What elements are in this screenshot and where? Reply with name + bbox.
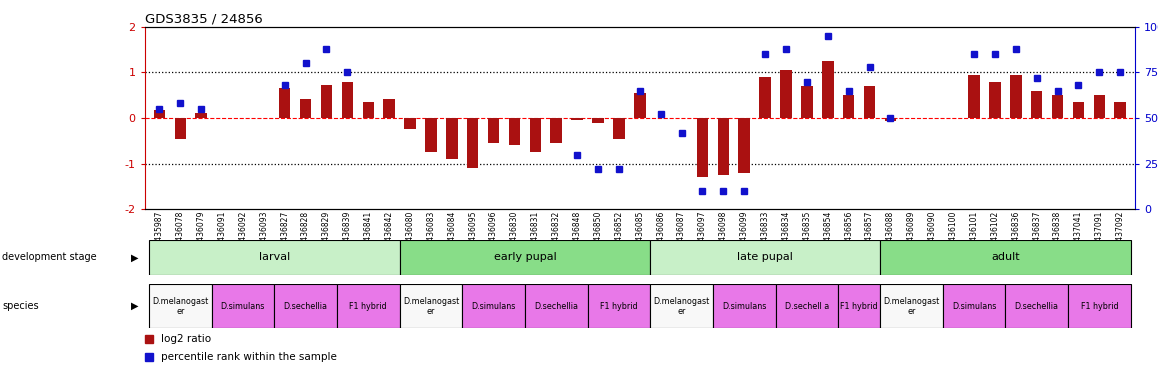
Text: D.melanogast
er: D.melanogast er: [884, 296, 939, 316]
Bar: [400, 240, 651, 275]
Bar: [651, 284, 713, 328]
Text: adult: adult: [991, 252, 1020, 262]
Bar: [614, 118, 624, 139]
Bar: [760, 77, 771, 118]
Text: percentile rank within the sample: percentile rank within the sample: [161, 352, 337, 362]
Bar: [525, 284, 587, 328]
Bar: [149, 284, 212, 328]
Text: D.sechellia: D.sechellia: [534, 302, 578, 311]
Text: late pupal: late pupal: [738, 252, 793, 262]
Bar: [508, 118, 520, 146]
Text: D.simulans: D.simulans: [471, 302, 515, 311]
Bar: [337, 284, 400, 328]
Bar: [404, 118, 416, 129]
Bar: [739, 118, 750, 173]
Bar: [880, 240, 1130, 275]
Bar: [321, 85, 332, 118]
Bar: [488, 118, 499, 143]
Text: D.simulans: D.simulans: [952, 302, 996, 311]
Bar: [968, 75, 980, 118]
Text: ▶: ▶: [132, 252, 139, 262]
Bar: [1051, 95, 1063, 118]
Bar: [362, 102, 374, 118]
Bar: [274, 284, 337, 328]
Text: log2 ratio: log2 ratio: [161, 334, 211, 344]
Text: D.sechellia: D.sechellia: [1014, 302, 1058, 311]
Bar: [801, 86, 813, 118]
Bar: [154, 110, 166, 118]
Bar: [1005, 284, 1068, 328]
Bar: [880, 284, 943, 328]
Bar: [149, 240, 400, 275]
Text: ▶: ▶: [132, 301, 139, 311]
Bar: [635, 93, 645, 118]
Bar: [1068, 284, 1130, 328]
Bar: [713, 284, 776, 328]
Bar: [196, 113, 207, 118]
Text: development stage: development stage: [2, 252, 97, 262]
Bar: [718, 118, 730, 175]
Bar: [592, 118, 603, 122]
Bar: [300, 99, 312, 118]
Text: D.sechellia: D.sechellia: [284, 302, 328, 311]
Bar: [864, 86, 875, 118]
Text: D.sechell a: D.sechell a: [785, 302, 829, 311]
Bar: [425, 118, 437, 152]
Bar: [383, 99, 395, 118]
Bar: [279, 88, 291, 118]
Bar: [989, 82, 1001, 118]
Bar: [1010, 75, 1021, 118]
Text: larval: larval: [258, 252, 290, 262]
Text: D.melanogast
er: D.melanogast er: [152, 296, 208, 316]
Text: F1 hybrid: F1 hybrid: [1080, 302, 1119, 311]
Text: D.melanogast
er: D.melanogast er: [403, 296, 459, 316]
Bar: [943, 284, 1005, 328]
Bar: [1114, 102, 1126, 118]
Text: F1 hybrid: F1 hybrid: [350, 302, 387, 311]
Text: GDS3835 / 24856: GDS3835 / 24856: [145, 13, 263, 26]
Bar: [342, 82, 353, 118]
Text: D.melanogast
er: D.melanogast er: [653, 296, 710, 316]
Bar: [550, 118, 562, 143]
Bar: [885, 118, 896, 121]
Text: early pupal: early pupal: [493, 252, 556, 262]
Text: F1 hybrid: F1 hybrid: [600, 302, 638, 311]
Bar: [446, 118, 457, 159]
Bar: [651, 240, 880, 275]
Bar: [571, 118, 582, 120]
Text: species: species: [2, 301, 39, 311]
Bar: [1031, 91, 1042, 118]
Bar: [400, 284, 462, 328]
Bar: [175, 118, 186, 139]
Text: D.simulans: D.simulans: [221, 302, 265, 311]
Bar: [1093, 95, 1105, 118]
Bar: [587, 284, 651, 328]
Bar: [776, 284, 838, 328]
Bar: [467, 118, 478, 168]
Text: D.simulans: D.simulans: [723, 302, 767, 311]
Bar: [822, 61, 834, 118]
Bar: [462, 284, 525, 328]
Bar: [838, 284, 880, 328]
Bar: [697, 118, 709, 177]
Bar: [843, 95, 855, 118]
Text: F1 hybrid: F1 hybrid: [841, 302, 878, 311]
Bar: [780, 70, 792, 118]
Bar: [1072, 102, 1084, 118]
Bar: [212, 284, 274, 328]
Bar: [529, 118, 541, 152]
